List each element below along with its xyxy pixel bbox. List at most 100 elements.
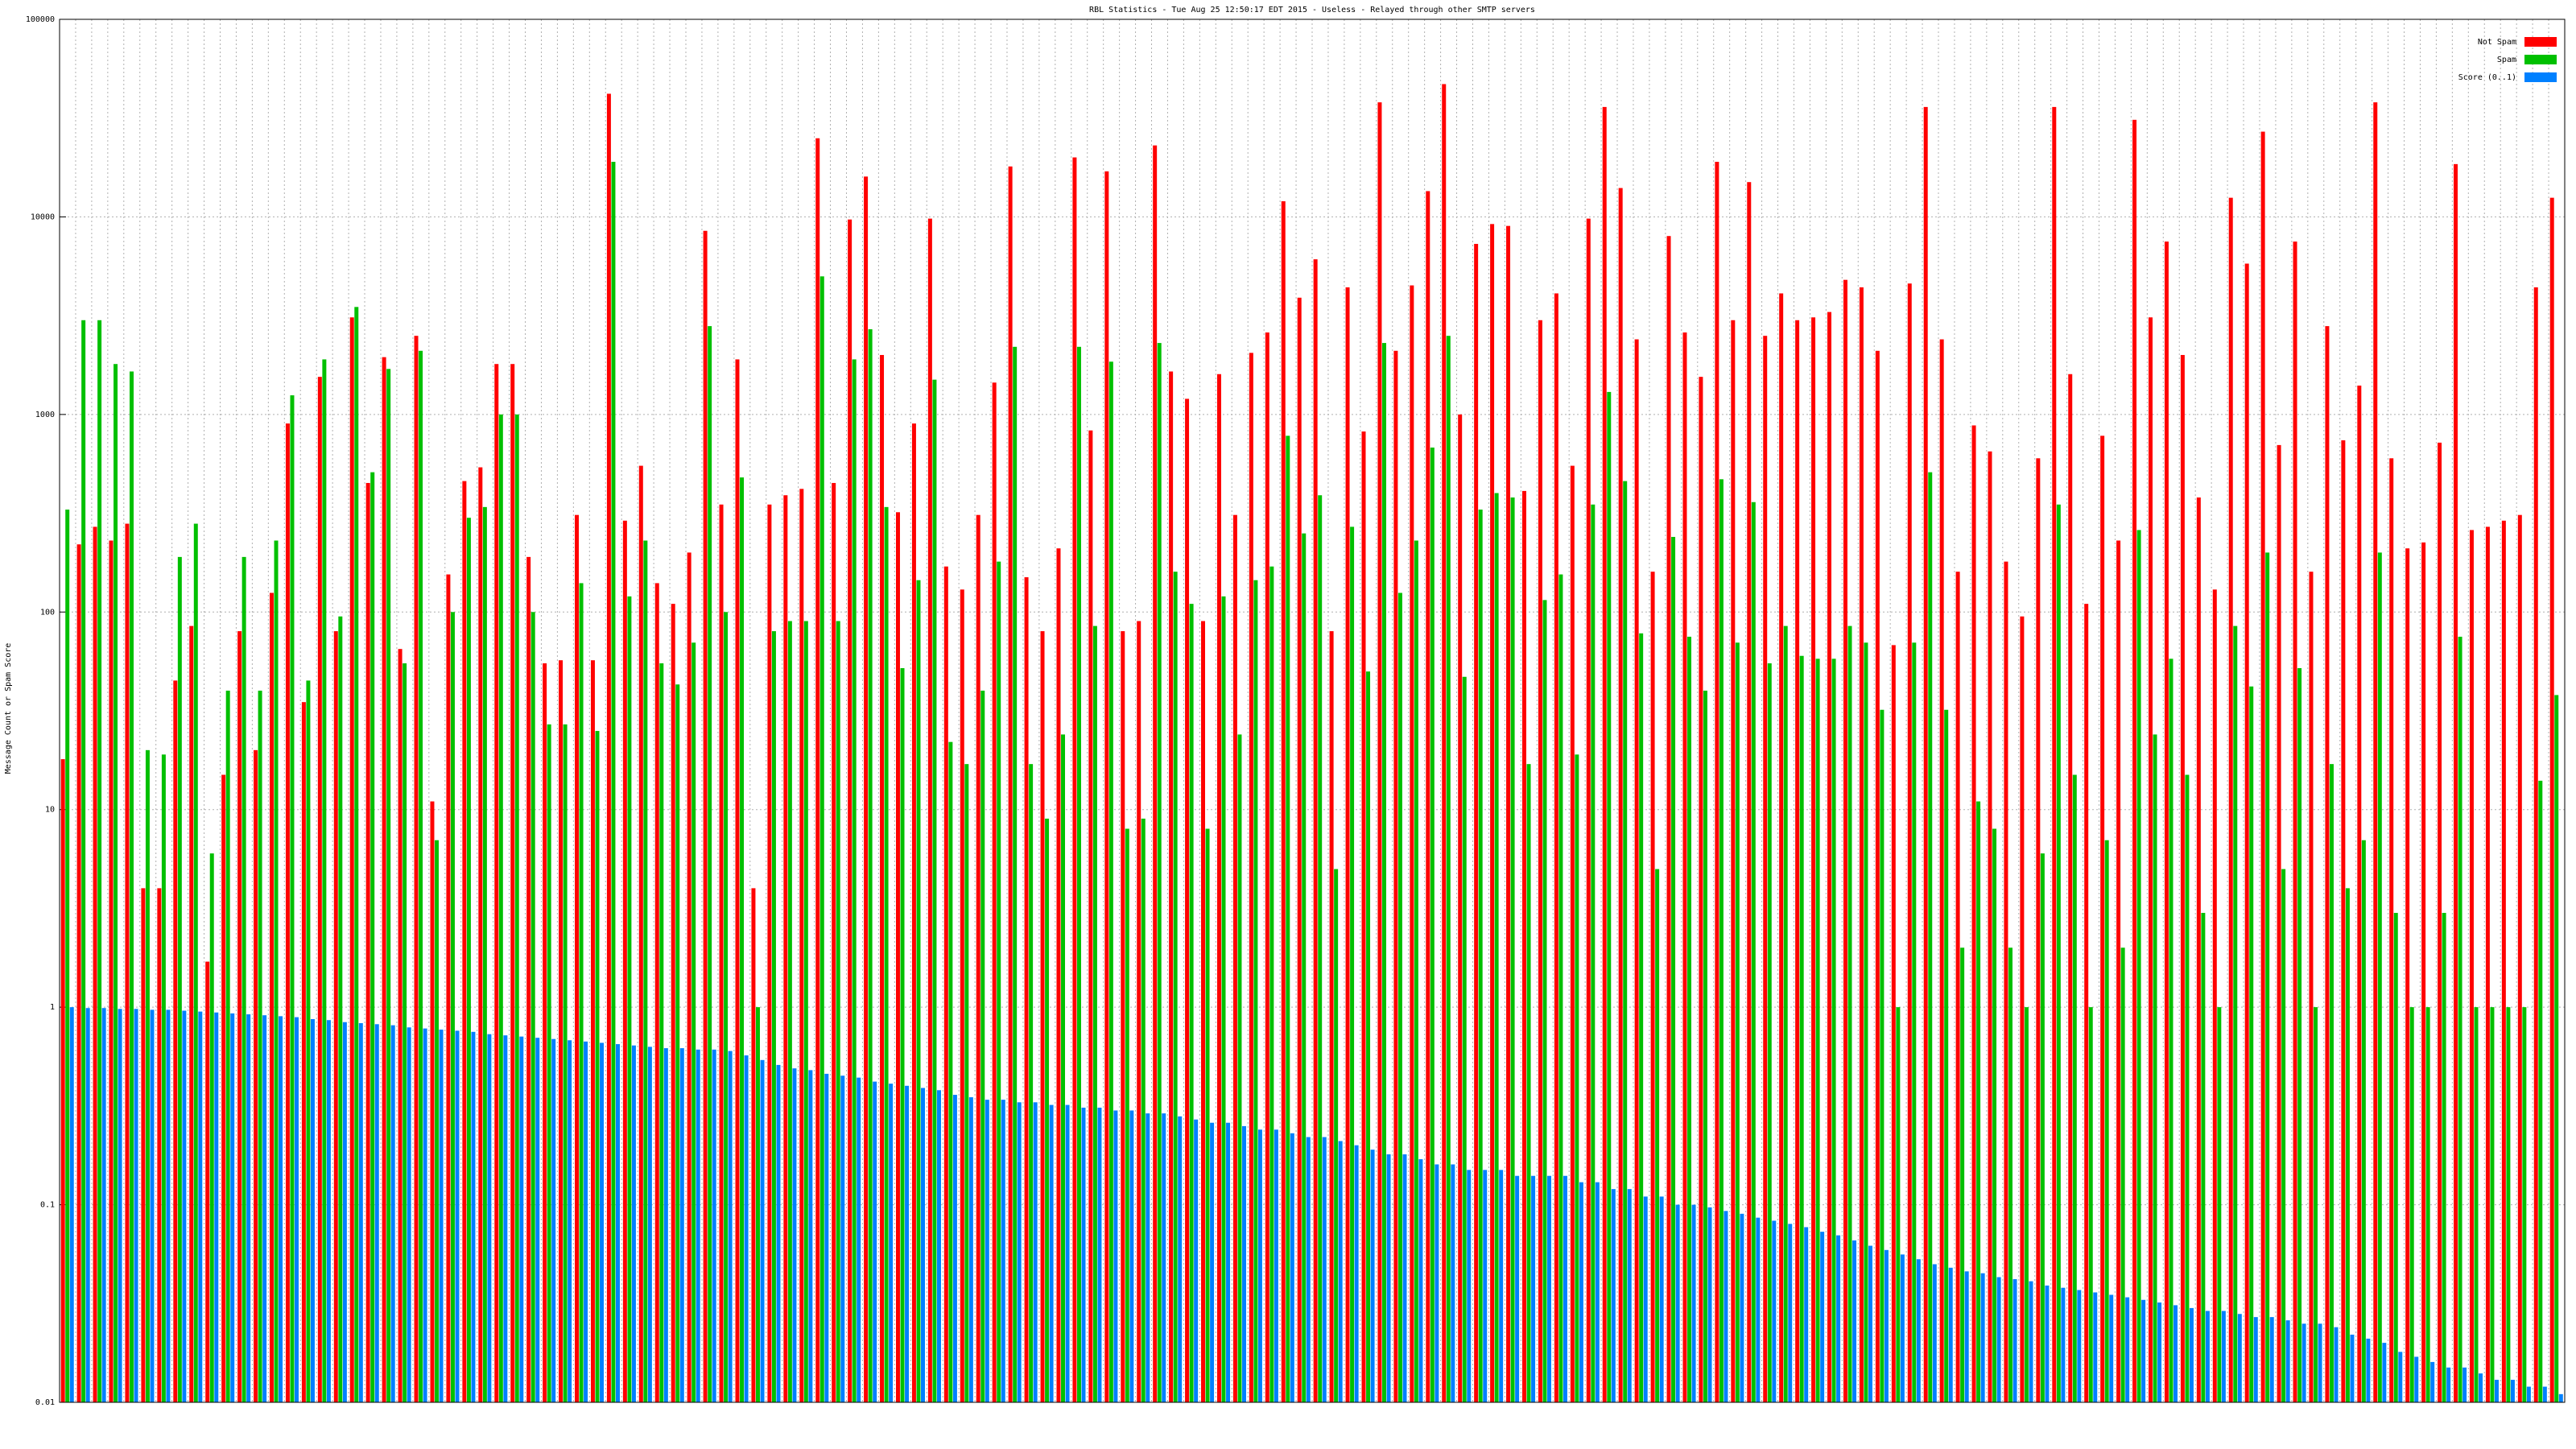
bar: [1467, 1170, 1472, 1402]
bar: [1185, 398, 1190, 1402]
bar: [1474, 243, 1479, 1403]
bar: [1996, 1277, 2001, 1402]
bar: [1446, 336, 1451, 1402]
y-tick-label: 0.01: [35, 1398, 55, 1407]
bar: [161, 754, 166, 1402]
bar: [1494, 493, 1499, 1403]
bar: [370, 472, 375, 1403]
bar: [446, 574, 451, 1402]
bar: [1655, 869, 1660, 1402]
bar: [568, 1040, 572, 1402]
bar: [2020, 616, 2025, 1402]
bar: [2153, 734, 2157, 1402]
bar: [703, 230, 708, 1402]
bar: [1575, 754, 1579, 1402]
bar: [1381, 343, 1386, 1402]
bar: [2495, 1380, 2499, 1402]
bar: [1121, 631, 1125, 1402]
bar: [1691, 1204, 1696, 1402]
bar: [2024, 1007, 2029, 1402]
bar: [1907, 283, 1912, 1402]
bar: [783, 495, 788, 1402]
bar: [93, 526, 97, 1402]
bar: [852, 359, 857, 1402]
bar: [193, 523, 198, 1403]
bar: [992, 382, 997, 1403]
bar: [2350, 1334, 2355, 1402]
bar: [2174, 1305, 2178, 1402]
bar: [551, 1038, 556, 1402]
bar: [1361, 431, 1366, 1402]
bar: [258, 690, 262, 1402]
bar: [2237, 1314, 2242, 1402]
bar: [916, 580, 921, 1402]
bar: [494, 364, 499, 1403]
bar: [1194, 1119, 1199, 1402]
bar: [1795, 320, 1800, 1403]
bar: [1253, 580, 1258, 1402]
bar: [1515, 1175, 1520, 1402]
bar: [1377, 102, 1382, 1403]
bar: [1939, 339, 1944, 1402]
bar: [740, 477, 745, 1403]
bar: [960, 589, 964, 1402]
bar: [1462, 676, 1467, 1402]
bar: [600, 1042, 605, 1402]
bar: [579, 583, 584, 1402]
bar: [1226, 1122, 1231, 1402]
bar: [719, 504, 724, 1402]
bar: [2309, 572, 2314, 1402]
bar: [237, 631, 242, 1402]
bar: [2414, 1356, 2419, 1402]
bar: [2462, 1367, 2467, 1402]
bar: [647, 1046, 652, 1402]
bar: [1735, 642, 1740, 1402]
bar: [450, 612, 455, 1402]
legend-swatch: [2524, 72, 2557, 82]
bar: [2430, 1361, 2435, 1402]
bar: [1570, 465, 1575, 1402]
bar: [145, 749, 150, 1402]
bar: [435, 840, 440, 1402]
bar: [419, 350, 423, 1402]
bar: [129, 371, 134, 1403]
bar: [354, 307, 359, 1403]
bar: [2244, 263, 2249, 1402]
bar: [2277, 444, 2281, 1402]
bar: [584, 1041, 588, 1402]
bar: [755, 1007, 760, 1402]
bar: [134, 1009, 138, 1402]
bar: [2389, 458, 2394, 1402]
bar: [1458, 414, 1463, 1402]
bar: [2301, 1323, 2306, 1402]
bar: [1960, 947, 1965, 1402]
bar: [2072, 774, 2077, 1402]
bar: [1916, 1259, 1921, 1402]
bar: [1173, 572, 1178, 1402]
bar: [1338, 1141, 1343, 1402]
bar: [1097, 1107, 1102, 1402]
bar: [246, 1014, 251, 1402]
bar: [157, 888, 162, 1402]
bar: [326, 1020, 331, 1402]
bar: [1607, 391, 1612, 1402]
bar: [462, 481, 467, 1402]
bar: [1682, 332, 1687, 1402]
bar: [1864, 642, 1868, 1402]
bar: [1815, 658, 1820, 1402]
bar: [760, 1059, 765, 1402]
bar: [2233, 625, 2238, 1402]
bar: [1397, 592, 1402, 1402]
bar: [2393, 913, 2398, 1402]
bar: [1868, 1245, 1872, 1402]
bar: [1257, 1129, 1262, 1402]
bar: [687, 552, 691, 1403]
bar: [1912, 642, 1917, 1402]
bar: [2469, 530, 2474, 1402]
legend-label: Spam: [2497, 56, 2516, 64]
bar: [310, 1018, 315, 1402]
bar: [824, 1073, 829, 1402]
bar: [1659, 1196, 1664, 1402]
bar: [1900, 1254, 1905, 1402]
bar: [627, 596, 632, 1402]
